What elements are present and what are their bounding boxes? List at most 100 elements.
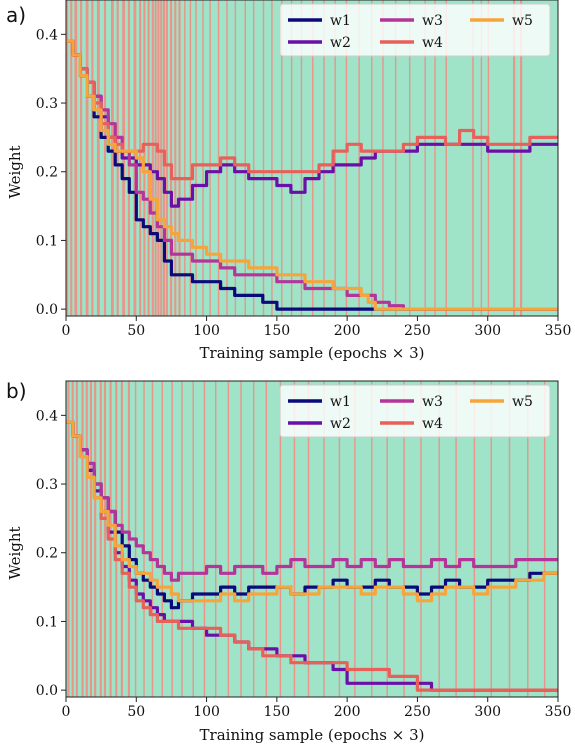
background-band-b [103, 381, 107, 697]
background-band-b [202, 0, 204, 316]
background-band-b [81, 381, 84, 697]
background-band-b [66, 0, 69, 316]
y-tick-label: 0.1 [36, 614, 58, 630]
background-band-b [338, 381, 341, 697]
panel-a-xlabel: Training sample (epochs × 3) [200, 344, 425, 362]
background-band-b [394, 0, 397, 316]
x-tick-label: 0 [62, 323, 71, 339]
series-line-w5 [66, 39, 558, 311]
panel-b-legend: w1 w3 w5 w2 w4 [279, 384, 551, 438]
background-band-b [281, 0, 283, 316]
background-band-b [99, 381, 102, 697]
background-band-b [189, 0, 192, 316]
background-band-b [520, 0, 523, 316]
background-band-b [143, 381, 145, 697]
background-band-b [307, 381, 310, 697]
background-band-b [293, 381, 296, 697]
background-band-b [116, 0, 119, 316]
background-band-b [508, 381, 511, 697]
background-band-b [89, 381, 93, 697]
background-band-b [354, 381, 356, 697]
x-tick-label: 300 [474, 323, 501, 339]
x-tick-label: 50 [127, 704, 145, 720]
background-band-b [217, 0, 220, 316]
background-band-b [358, 0, 360, 316]
legend-label-w5: w5 [512, 394, 533, 410]
panel-a-label: a) [6, 3, 26, 27]
background-band-b [455, 381, 457, 697]
x-tick-label: 250 [404, 704, 431, 720]
background-band-b [382, 0, 384, 316]
background-band-b [323, 0, 325, 316]
background-band-b [74, 0, 78, 316]
background-band-b [513, 0, 516, 316]
background-band-b [227, 381, 230, 697]
y-tick-label: 0.4 [36, 27, 58, 43]
y-tick-label: 0.0 [36, 683, 58, 699]
panel-b-ylabel: Weight [6, 526, 24, 579]
background-band-b [271, 0, 273, 316]
legend-label-w1: w1 [330, 13, 351, 29]
panel-b-xlabel: Training sample (epochs × 3) [200, 726, 425, 744]
x-tick-label: 300 [474, 704, 501, 720]
background-band-b [240, 381, 242, 697]
background-band-b [85, 0, 89, 316]
background-band-b [434, 0, 436, 316]
background-band-b [160, 0, 163, 316]
panel-b-ticks: 0 50 100 150 200 250 300 350 0.0 0.1 0.2 0.3 0.4 [36, 408, 572, 720]
background-band-b [80, 0, 83, 316]
background-band-b [151, 0, 154, 316]
background-band-b [300, 0, 303, 316]
background-band-b [94, 381, 97, 697]
y-tick-label: 0.0 [36, 302, 58, 318]
panel-a-frame [65, 0, 559, 317]
background-band-b [290, 0, 293, 316]
panel-a-ylabel: Weight [6, 145, 24, 198]
background-band-b [147, 0, 150, 316]
series-line-w5 [66, 420, 558, 603]
background-band-b [171, 381, 173, 697]
panel-a: a) 0 50 100 150 200 250 300 3500.00.10.20.30.4 … [6, 0, 571, 362]
panel-a-legend: w1 w3 w5 w2 w4 [279, 3, 551, 57]
x-tick-label: 100 [193, 323, 220, 339]
y-tick-label: 0.3 [36, 96, 58, 112]
background-band-b [75, 381, 78, 697]
background-band-b [265, 381, 268, 697]
legend-label-w5: w5 [512, 13, 533, 29]
background-band-b [110, 0, 114, 316]
y-tick-label: 0.1 [36, 233, 58, 249]
background-band-b [345, 0, 348, 316]
y-tick-label: 0.2 [36, 546, 58, 562]
background-band-b [67, 381, 70, 697]
series-line-w3 [66, 420, 558, 582]
x-tick-label: 100 [193, 704, 220, 720]
background-band-b [487, 0, 490, 316]
legend-label-w4: w4 [422, 416, 443, 432]
x-tick-label: 150 [263, 704, 290, 720]
background-band-b [252, 0, 255, 316]
background-band-b [473, 381, 476, 697]
background-band-b [181, 381, 183, 697]
background-band-b [70, 0, 73, 316]
legend-label-w3: w3 [422, 394, 443, 410]
y-tick-label: 0.2 [36, 165, 58, 181]
background-band-b [215, 381, 217, 697]
x-tick-label: 350 [545, 323, 572, 339]
x-tick-label: 200 [334, 323, 361, 339]
background-band-b [244, 0, 246, 316]
background-band-b [161, 381, 163, 697]
x-tick-label: 50 [127, 323, 145, 339]
x-tick-label: 250 [404, 323, 431, 339]
background-band-b [252, 381, 255, 697]
background-band-b [195, 0, 197, 316]
panel-a-ticks: 0 50 100 150 200 250 300 350 0.0 0.1 0.2 0.3 0.4 [36, 27, 572, 339]
background-band-b [184, 0, 186, 316]
background-band-b [192, 381, 194, 697]
legend-box [279, 384, 551, 438]
background-band-b [472, 0, 474, 316]
background-band-b [203, 381, 206, 697]
panel-b-label: b) [6, 379, 27, 403]
background-band-b [323, 381, 325, 697]
background-band-b [312, 0, 314, 316]
background-band-b [71, 381, 74, 697]
